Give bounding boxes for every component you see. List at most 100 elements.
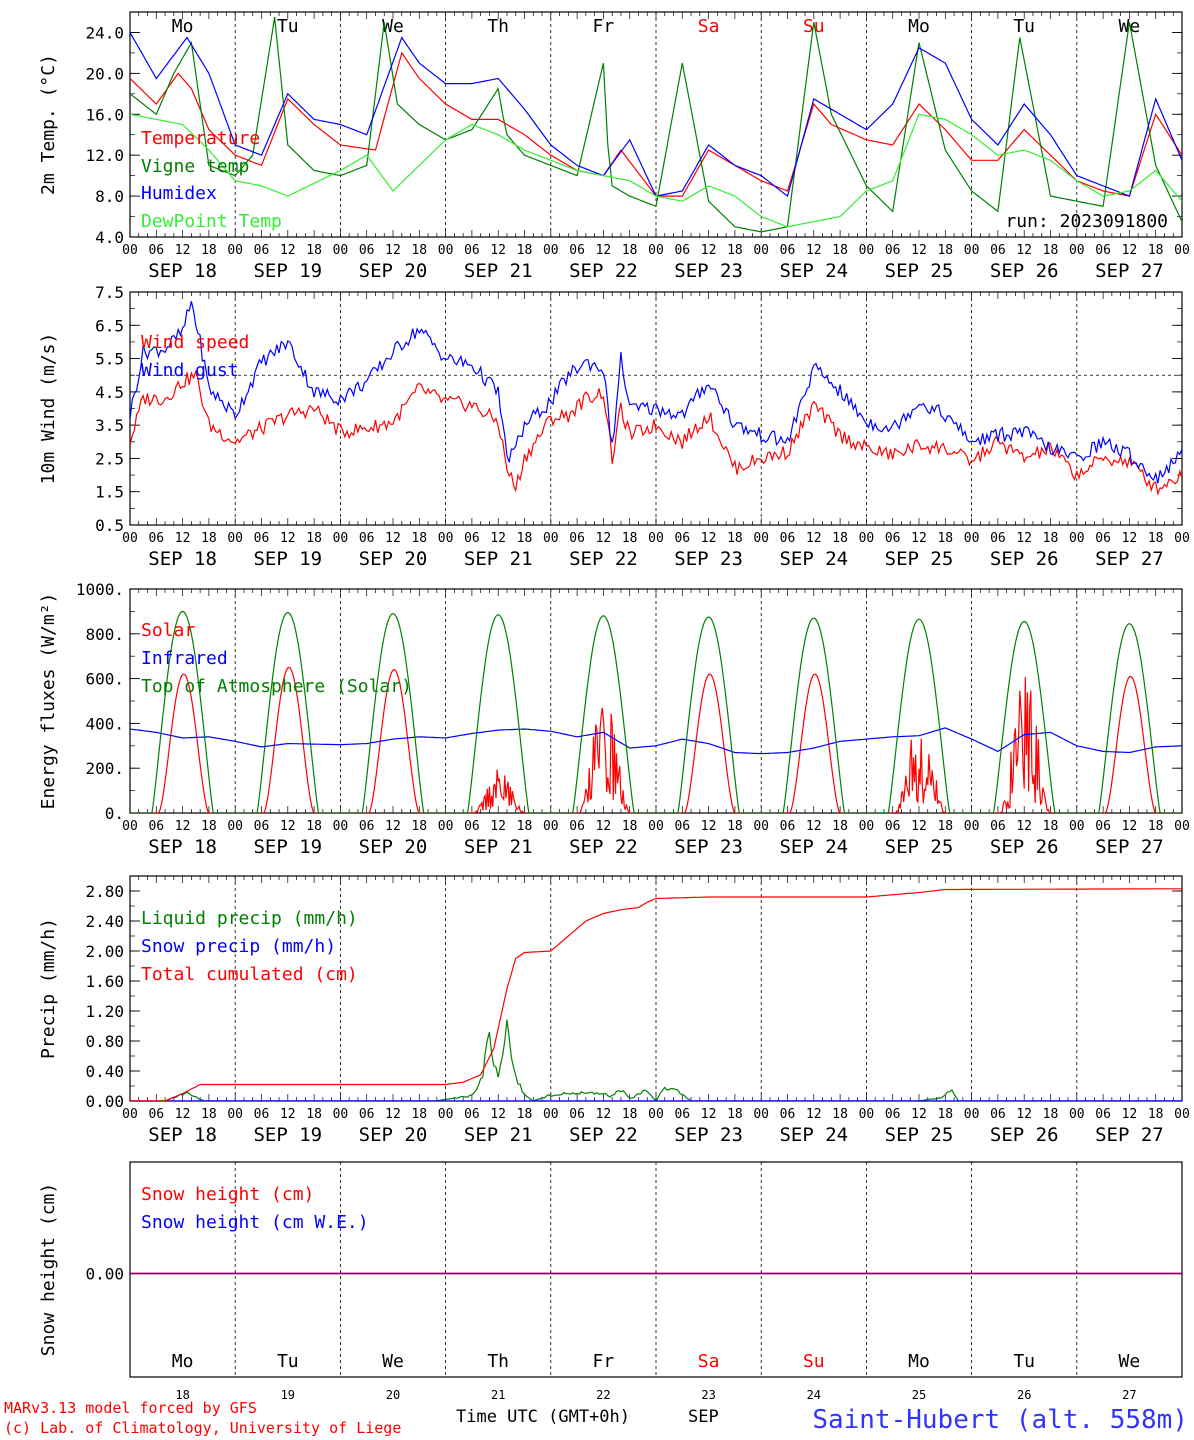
wind-hour-label: 18 [727,531,743,546]
precip-hour-label: 06 [885,1107,901,1122]
temperature-hour-label: 18 [201,243,217,258]
wind-hour-label: 00 [753,531,769,546]
temperature-day-name: Th [487,16,509,37]
panel-energy: 00 06 12 18 00 06 12 18 00 06 12 18 00 06 12 18 00 06 12 18… [38,580,1190,858]
energy-hour-label: 06 [885,819,901,834]
precip-hour-label: 12 [490,1107,506,1122]
precip-y-tick-label: 2.00 [85,942,124,961]
snow-day-name: Mo [172,1351,194,1372]
wind-hour-label: 12 [385,531,401,546]
snow-date-number: 24 [807,1388,821,1402]
temperature-date-label: SEP 26 [990,260,1059,282]
energy-hour-label: 00 [438,819,454,834]
temperature-hour-label: 12 [1122,243,1138,258]
temperature-day-name: Tu [1013,16,1035,37]
precip-date-label: SEP 26 [990,1124,1059,1146]
temperature-date-label: SEP 19 [253,260,322,282]
wind-hour-label: 18 [622,531,638,546]
wind-hour-label: 12 [175,531,191,546]
wind-hour-label: 00 [438,531,454,546]
precip-date-label: SEP 25 [885,1124,954,1146]
precip-hour-label: 12 [385,1107,401,1122]
temperature-hour-label: 06 [780,243,796,258]
temperature-hour-label: 12 [701,243,717,258]
wind-y-tick-label: 6.5 [95,316,124,335]
temperature-series-group [130,17,1182,233]
energy-hour-label: 00 [227,819,243,834]
wind-y-tick-label: 1.5 [95,483,124,502]
temperature-hour-label: 12 [385,243,401,258]
energy-date-label: SEP 25 [885,836,954,858]
wind-hour-label: 12 [280,531,296,546]
energy-date-label: SEP 19 [253,836,322,858]
precip-hour-label: 18 [937,1107,953,1122]
temperature-hour-label: 06 [464,243,480,258]
snow-day-name: Sa [698,1351,720,1372]
temperature-hour-label: 00 [1174,243,1190,258]
precip-hour-label: 12 [175,1107,191,1122]
energy-hour-label: 18 [1043,819,1059,834]
energy-hour-label: 00 [859,819,875,834]
wind-hour-label: 06 [674,531,690,546]
energy-hour-label: 00 [753,819,769,834]
temperature-day-name: We [382,16,404,37]
temperature-hour-label: 00 [1069,243,1085,258]
snow-date-number: 19 [281,1388,295,1402]
wind-hour-label: 00 [227,531,243,546]
run-label: run: 2023091800 [1005,211,1168,232]
wind-hour-label: 06 [359,531,375,546]
energy-hour-label: 00 [122,819,138,834]
wind-date-label: SEP 27 [1095,548,1164,570]
wind-series-group [130,301,1182,497]
precip-y-axis-label: Precip (mm/h) [38,918,59,1059]
wind-hour-label: 06 [464,531,480,546]
panels: 00 06 12 18 00 06 12 18 00 06 12 18 00 06 12 18 00 06 12 18… [38,11,1190,1402]
precip-hour-label: 18 [411,1107,427,1122]
energy-date-label: SEP 21 [464,836,533,858]
wind-date-label: SEP 21 [464,548,533,570]
temperature-hour-label: 00 [964,243,980,258]
energy-hour-label: 12 [1122,819,1138,834]
temperature-hour-label: 06 [359,243,375,258]
wind-hour-label: 12 [596,531,612,546]
precip-date-label: SEP 27 [1095,1124,1164,1146]
precip-y-tick-label: 0.00 [85,1092,124,1111]
wind-hour-label: 06 [990,531,1006,546]
precip-hour-label: 00 [1174,1107,1190,1122]
precip-legend-total-cumulated-cm: Total cumulated (cm) [141,964,358,985]
precip-hour-label: 06 [254,1107,270,1122]
energy-hour-label: 06 [780,819,796,834]
precip-date-label: SEP 20 [359,1124,428,1146]
snow-day-name: Su [803,1351,825,1372]
temperature-hour-label: 12 [175,243,191,258]
precip-hour-label: 06 [464,1107,480,1122]
energy-hour-label: 12 [385,819,401,834]
energy-hour-label: 12 [701,819,717,834]
temperature-y-tick-label: 24.0 [85,23,124,42]
precip-hour-label: 12 [1016,1107,1032,1122]
panel-snow: Snow height (cm) 0.00 Mo Tu We Th Fr Sa Su Mo Tu We… [38,1161,1183,1402]
energy-hour-label: 06 [990,819,1006,834]
energy-hour-label: 00 [1174,819,1190,834]
wind-hour-label: 12 [911,531,927,546]
wind-date-label: SEP 26 [990,548,1059,570]
precip-hour-label: 18 [727,1107,743,1122]
wind-y-tick-label: 3.5 [95,416,124,435]
precip-legend-snow-precip-mm-h: Snow precip (mm/h) [141,936,336,957]
temperature-date-label: SEP 21 [464,260,533,282]
precip-hour-label: 18 [306,1107,322,1122]
wind-hour-label: 18 [517,531,533,546]
energy-hour-label: 18 [1148,819,1164,834]
energy-y-tick-label: 1000. [76,580,124,599]
footer-xlabel: Time UTC (GMT+0h) [456,1407,630,1427]
energy-hour-label: 06 [254,819,270,834]
snow-legend-snow-height-cm: Snow height (cm) [141,1184,314,1205]
energy-hour-label: 00 [964,819,980,834]
wind-hour-label: 00 [122,531,138,546]
precip-series-total-cumulated-cm [130,888,1182,1101]
wind-hour-label: 06 [1095,531,1111,546]
precip-date-label: SEP 24 [779,1124,848,1146]
precip-hour-label: 00 [648,1107,664,1122]
temperature-day-name: Sa [698,16,720,37]
